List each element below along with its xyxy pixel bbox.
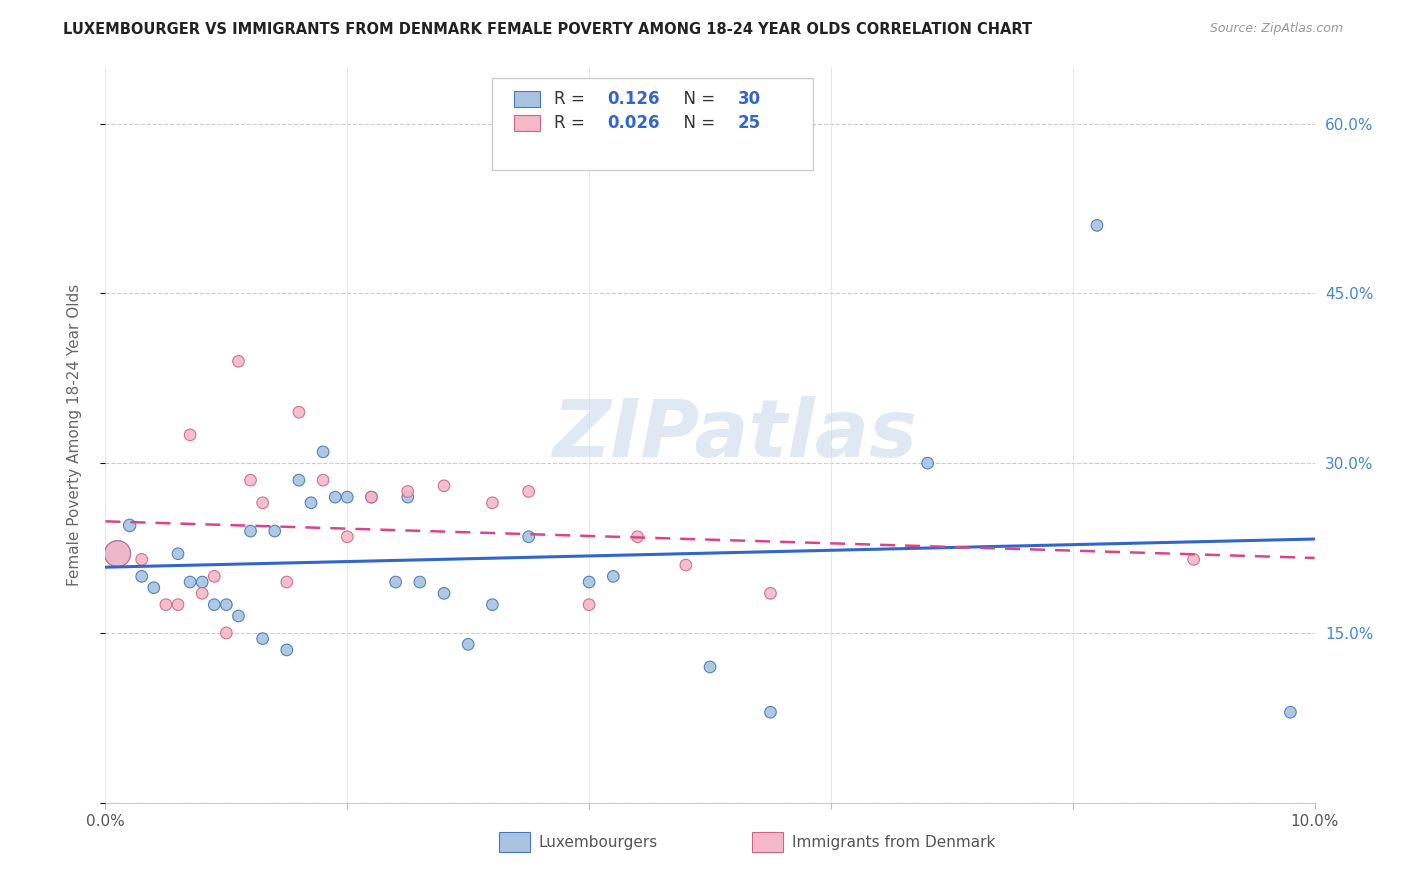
Text: Immigrants from Denmark: Immigrants from Denmark [792, 835, 995, 849]
Point [299, 496, 322, 510]
Point [578, 598, 600, 612]
Point [1182, 552, 1205, 566]
Point [167, 598, 190, 612]
Point [457, 637, 479, 651]
Point [239, 473, 262, 487]
Point [759, 586, 782, 600]
Point [759, 705, 782, 719]
Text: ZIPatlas: ZIPatlas [551, 396, 917, 474]
Point [202, 569, 225, 583]
Point [263, 524, 285, 538]
Text: 30: 30 [738, 90, 761, 108]
Point [131, 552, 153, 566]
Point [142, 581, 165, 595]
Point [384, 575, 406, 590]
Text: N =: N = [672, 114, 720, 132]
Text: Luxembourgers: Luxembourgers [538, 835, 658, 849]
Point [578, 575, 600, 590]
Text: R =: R = [554, 114, 591, 132]
Point [336, 530, 359, 544]
Point [118, 518, 141, 533]
Text: LUXEMBOURGER VS IMMIGRANTS FROM DENMARK FEMALE POVERTY AMONG 18-24 YEAR OLDS COR: LUXEMBOURGER VS IMMIGRANTS FROM DENMARK … [63, 22, 1032, 37]
Text: R =: R = [554, 90, 591, 108]
Point [228, 354, 250, 368]
Point [360, 490, 382, 504]
Point [191, 586, 214, 600]
Text: Source: ZipAtlas.com: Source: ZipAtlas.com [1209, 22, 1343, 36]
Point [1279, 705, 1302, 719]
Point [215, 598, 238, 612]
Point [602, 569, 624, 583]
Point [360, 490, 382, 504]
Point [517, 530, 540, 544]
Point [191, 575, 214, 590]
Text: N =: N = [672, 90, 720, 108]
Point [179, 575, 201, 590]
Point [252, 496, 274, 510]
Bar [515, 91, 540, 107]
Point [167, 547, 190, 561]
Point [917, 456, 939, 470]
Point [626, 530, 648, 544]
Point [202, 598, 225, 612]
Point [155, 598, 177, 612]
Y-axis label: Female Poverty Among 18-24 Year Olds: Female Poverty Among 18-24 Year Olds [67, 284, 82, 586]
Point [409, 575, 432, 590]
Point [131, 569, 153, 583]
Point [312, 445, 335, 459]
Point [107, 547, 129, 561]
Point [433, 586, 456, 600]
Point [481, 496, 503, 510]
Point [276, 643, 298, 657]
Point [396, 490, 419, 504]
Point [433, 479, 456, 493]
Bar [515, 115, 540, 131]
Point [336, 490, 359, 504]
Point [239, 524, 262, 538]
Point [675, 558, 697, 572]
Point [396, 484, 419, 499]
Point [288, 473, 311, 487]
Point [107, 547, 129, 561]
Point [252, 632, 274, 646]
Text: 0.026: 0.026 [607, 114, 659, 132]
Point [179, 427, 201, 442]
Point [276, 575, 298, 590]
Point [699, 660, 721, 674]
Point [481, 598, 503, 612]
Point [228, 609, 250, 624]
Text: 25: 25 [738, 114, 761, 132]
Point [517, 484, 540, 499]
FancyBboxPatch shape [492, 78, 813, 170]
Point [312, 473, 335, 487]
Point [323, 490, 346, 504]
Text: 0.126: 0.126 [607, 90, 659, 108]
Point [1085, 219, 1108, 233]
Point [288, 405, 311, 419]
Point [215, 626, 238, 640]
